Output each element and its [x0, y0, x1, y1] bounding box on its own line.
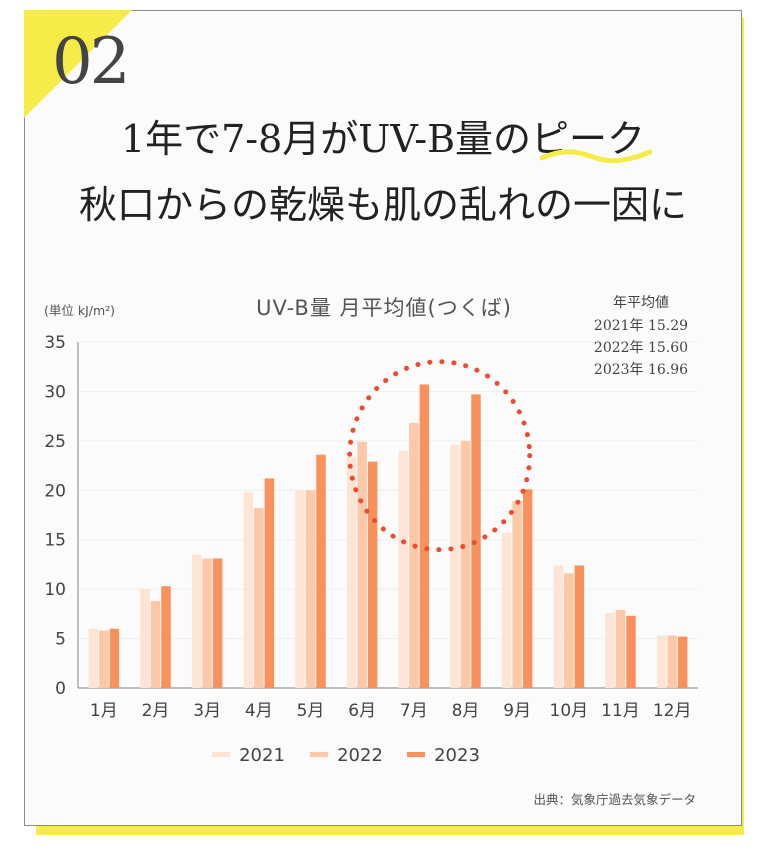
bar-2021-2: [140, 589, 150, 688]
bar-2023-10: [574, 565, 585, 688]
y-tick-label: 0: [55, 679, 66, 699]
bar-2021-3: [191, 554, 202, 688]
bar-2022-6: [357, 441, 367, 688]
bar-2021-1: [88, 628, 99, 688]
y-tick-label: 30: [44, 382, 66, 402]
annual-average-2023: 2023年 16.96: [594, 362, 688, 378]
bar-2022-2: [150, 601, 161, 688]
legend-swatch-2021: [212, 752, 230, 757]
x-tick-label: 6月: [348, 701, 376, 721]
bar-2023-2: [161, 586, 171, 688]
bar-2022-5: [305, 490, 316, 688]
bars: [88, 384, 688, 688]
bar-2023-9: [522, 489, 533, 688]
bar-2021-11: [605, 612, 615, 688]
y-tick-label: 5: [55, 630, 66, 650]
x-tick-label: 2月: [142, 701, 170, 721]
annual-average-title: 年平均値: [613, 295, 669, 311]
y-tick-label: 20: [44, 481, 66, 501]
bar-2021-12: [656, 635, 667, 688]
bar-2023-5: [316, 454, 326, 688]
legend-label-2023: 2023: [434, 745, 480, 766]
bar-2023-7: [419, 384, 430, 688]
y-tick-label: 25: [44, 432, 66, 452]
bar-2021-4: [243, 492, 254, 688]
bar-2022-8: [460, 440, 471, 688]
axes: [77, 342, 698, 689]
bar-2022-11: [615, 609, 626, 688]
x-tick-label: 11月: [601, 701, 640, 721]
section-number: 02: [52, 25, 130, 99]
bar-2023-1: [109, 628, 120, 688]
chart-title: UV-B量 月平均値(つくば): [256, 296, 512, 320]
annual-average-box: 年平均値 2021年 15.29 2022年 15.60 2023年 16.96: [594, 295, 688, 378]
headline-underline-squiggle: [540, 149, 652, 164]
highlight-circle: [347, 359, 533, 553]
legend-swatch-2022: [310, 752, 328, 757]
x-tick-label: 10月: [550, 701, 589, 721]
legend-swatch-2023: [407, 752, 425, 757]
card: [24, 10, 742, 826]
annual-average-2022: 2022年 15.60: [594, 340, 688, 356]
x-tick-label: 5月: [297, 701, 325, 721]
source-note: 出典：気象庁過去気象データ: [533, 792, 696, 807]
x-tick-label: 1月: [90, 701, 118, 721]
x-tick-label: 3月: [193, 701, 221, 721]
bar-2021-10: [553, 565, 564, 688]
bar-2022-10: [564, 573, 574, 688]
bar-2023-3: [212, 558, 223, 688]
bar-2022-4: [254, 508, 264, 688]
y-axis-unit: (単位 kJ/m²): [44, 303, 115, 318]
bar-2021-9: [501, 532, 512, 688]
bar-2023-4: [264, 478, 275, 688]
y-tick-label: 35: [44, 333, 66, 353]
bar-2022-1: [99, 630, 109, 688]
annual-average-2021: 2021年 15.29: [594, 318, 688, 334]
bar-2021-8: [450, 444, 460, 688]
legend-label-2022: 2022: [337, 745, 383, 766]
bar-2022-9: [512, 501, 522, 688]
bar-2022-12: [667, 635, 677, 688]
bar-2022-7: [409, 423, 419, 688]
headline-line-2: 秋口からの乾燥も肌の乱れの一因に: [78, 183, 687, 227]
x-tick-label: 12月: [653, 701, 692, 721]
x-tick-label: 8月: [452, 701, 480, 721]
legend-label-2021: 2021: [239, 745, 285, 766]
x-tick-label: 9月: [503, 701, 531, 721]
bar-2022-3: [202, 558, 212, 688]
legend: 2021 2022 2023: [212, 745, 480, 766]
gridlines: [78, 341, 698, 640]
bar-2023-11: [626, 615, 636, 688]
y-tick-label: 15: [44, 531, 66, 551]
bar-2023-12: [677, 636, 688, 688]
bar-2023-6: [367, 461, 378, 688]
axis-labels: 0 5 10 15 20 25 30 35 1月 2月 3月 4月 5月 6月 7月 8月 9月 10月 11月 12…: [44, 333, 691, 721]
x-tick-label: 7月: [400, 701, 428, 721]
bar-2021-7: [398, 450, 409, 688]
y-tick-label: 10: [44, 580, 66, 600]
bar-2021-5: [295, 490, 305, 688]
x-tick-label: 4月: [245, 701, 273, 721]
corner-badge-triangle: [24, 10, 132, 118]
bar-2021-6: [346, 456, 357, 688]
